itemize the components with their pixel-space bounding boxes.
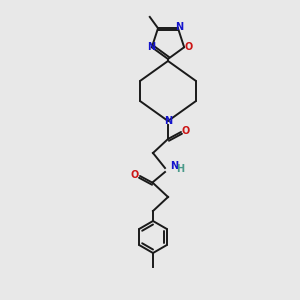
Text: N: N xyxy=(170,161,178,171)
Text: N: N xyxy=(164,116,172,126)
Text: H: H xyxy=(176,164,184,174)
Text: O: O xyxy=(184,42,192,52)
Text: N: N xyxy=(147,42,155,52)
Text: N: N xyxy=(175,22,183,32)
Text: O: O xyxy=(182,126,190,136)
Text: O: O xyxy=(131,170,139,180)
